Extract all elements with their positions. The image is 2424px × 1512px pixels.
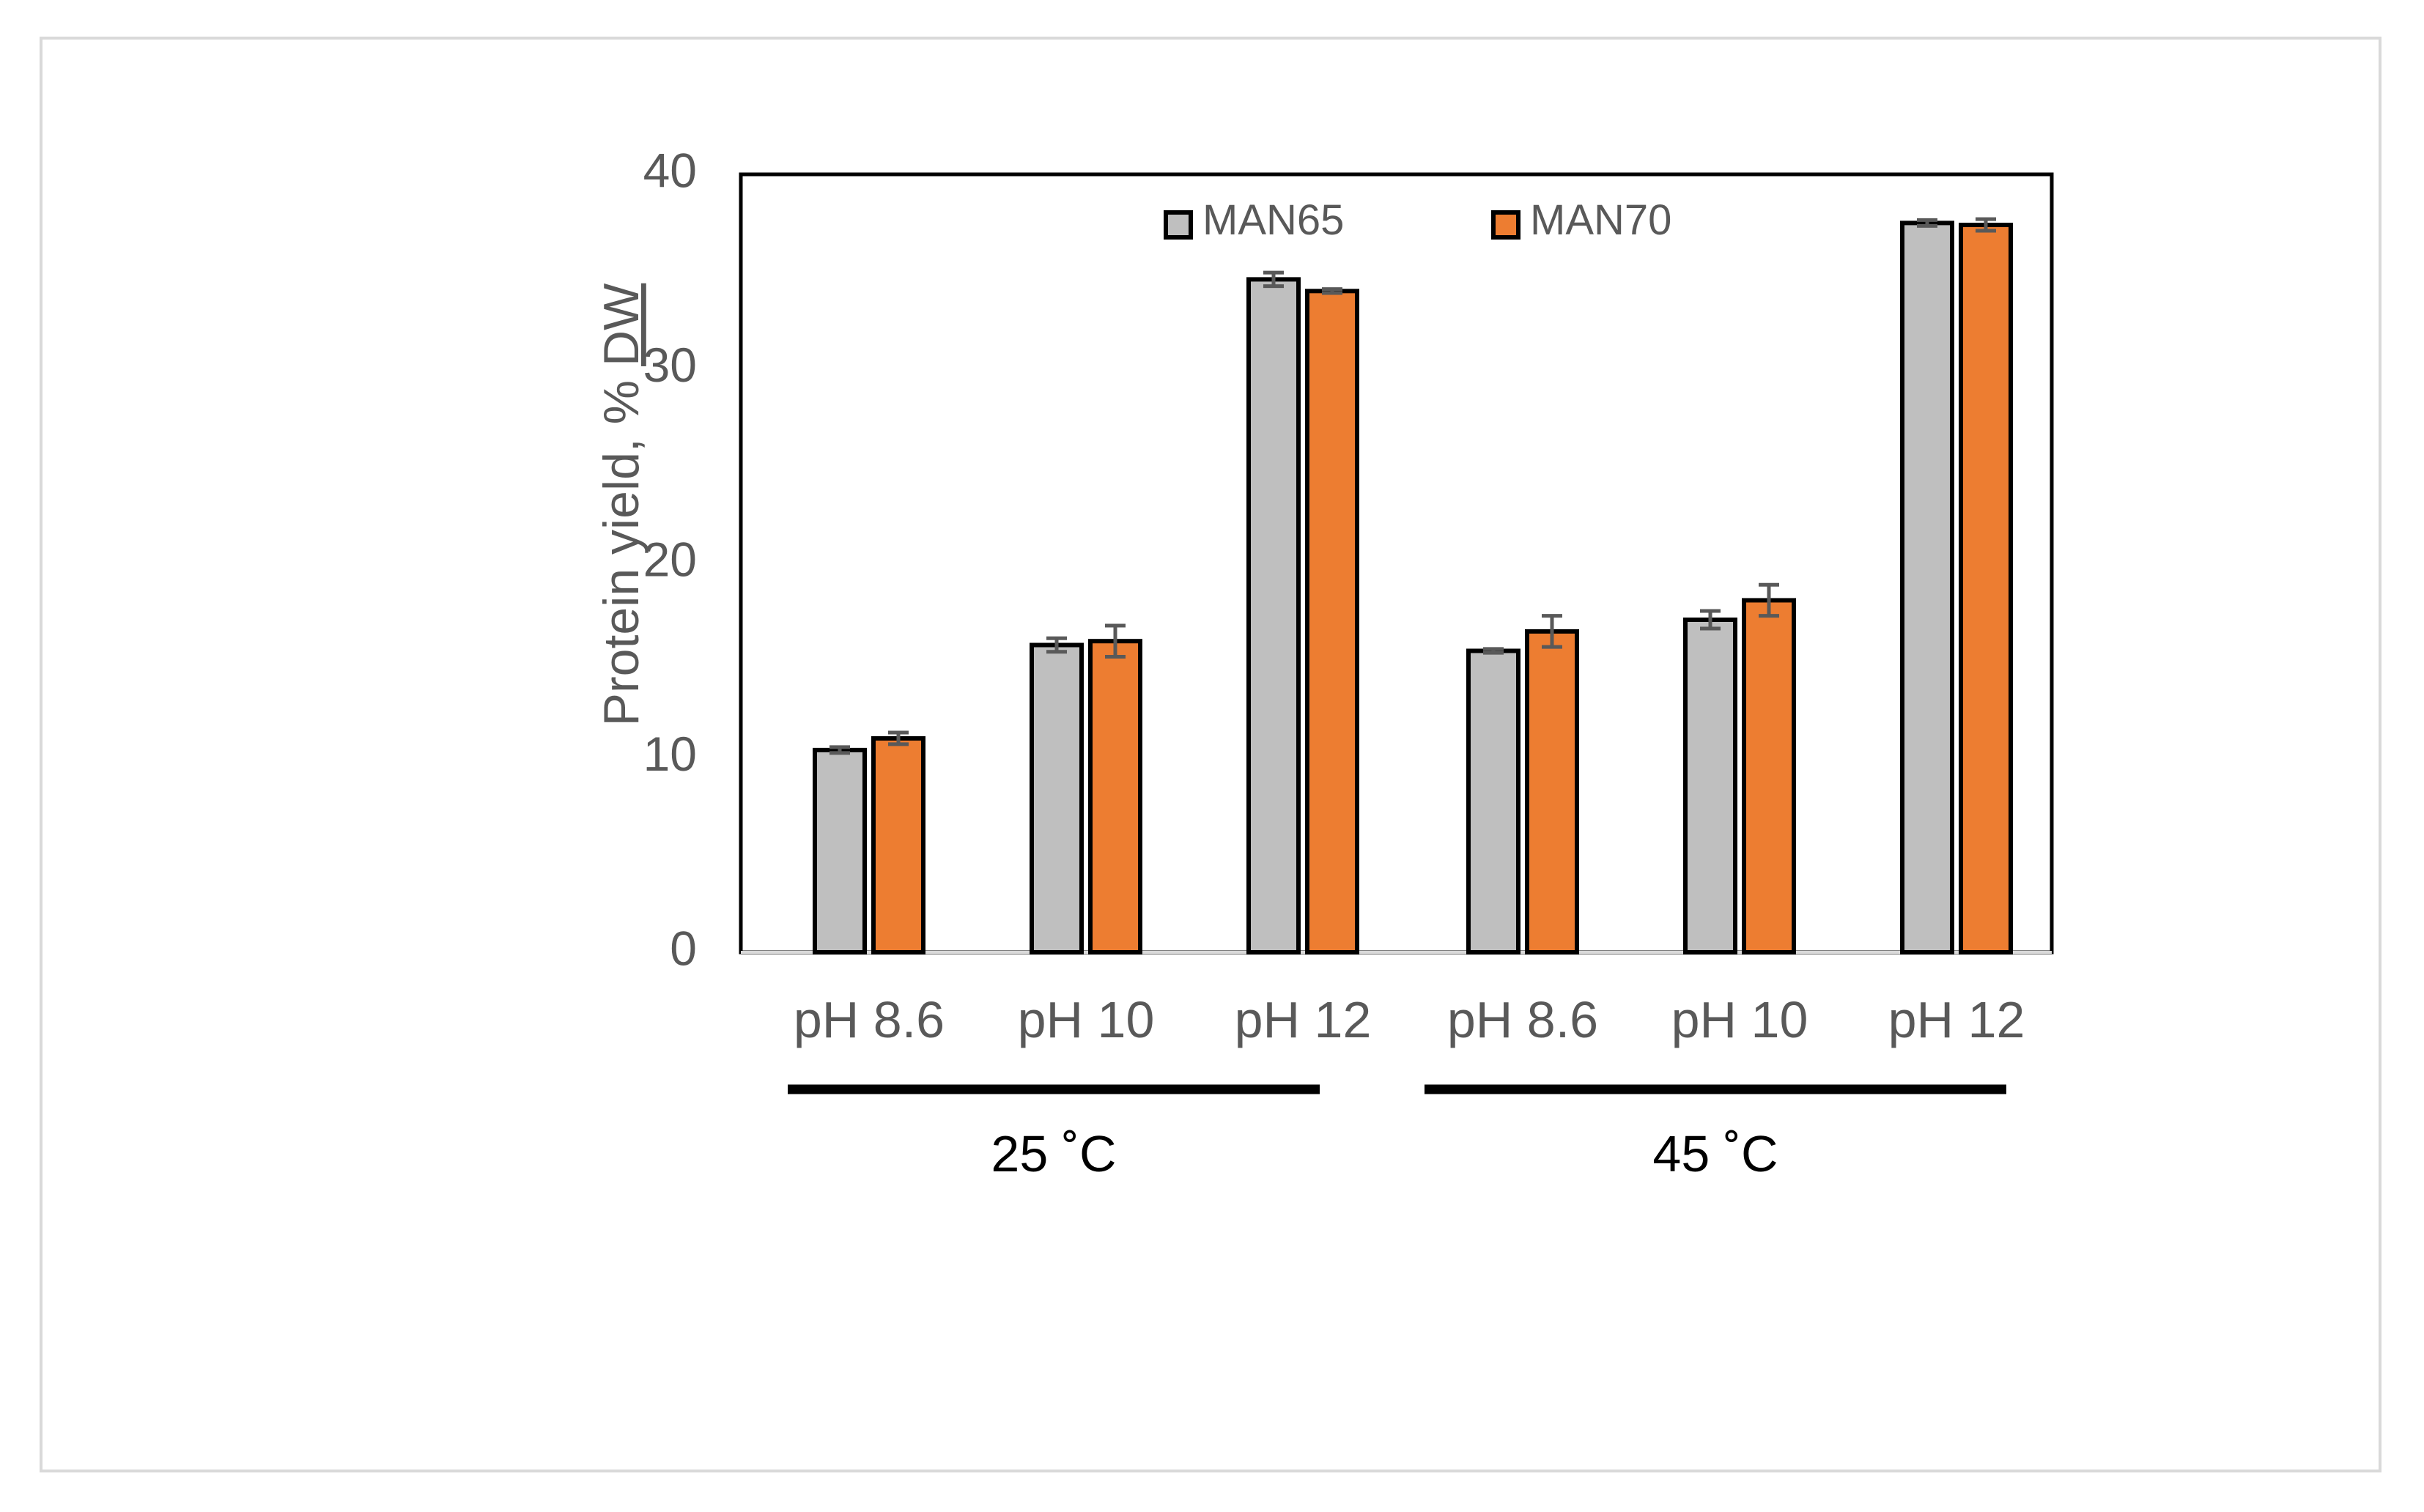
group-label: 45 ˚C	[1652, 1125, 1778, 1182]
bars-layer	[813, 220, 2013, 955]
legend-swatch-man65	[1164, 210, 1193, 240]
error-bar-man70-2	[1322, 287, 1342, 295]
bar-man65-4	[1683, 617, 1737, 955]
y-axis-label-main: Protein yield, %	[594, 366, 649, 726]
y-tick-label: 0	[670, 921, 697, 975]
x-tick-label: pH 8.6	[1447, 991, 1598, 1048]
axes-layer	[739, 172, 2054, 1094]
error-bar-man70-5	[1976, 217, 1996, 233]
legend-label-man70: MAN70	[1530, 196, 1671, 244]
x-tick-label: pH 10	[1018, 991, 1155, 1048]
bar-man70-1	[1088, 639, 1142, 955]
y-tick-label: 40	[643, 143, 697, 197]
error-bar-man65-3	[1483, 647, 1504, 655]
plot-area-border	[739, 172, 2054, 955]
error-bar-man70-3	[1542, 614, 1562, 649]
legend: MAN65 MAN70	[1164, 196, 1671, 244]
bar-man65-3	[1466, 648, 1520, 955]
x-tick-label: pH 12	[1888, 991, 2025, 1048]
y-tick-label: 20	[643, 532, 697, 586]
labels-layer: 0 10 20 30 40 pH 8.6 pH 10 pH 12 pH 8.6 pH 10 pH 1…	[643, 143, 2025, 1182]
error-bar-man70-4	[1759, 582, 1779, 618]
x-tick-label: pH 12	[1235, 991, 1372, 1048]
bar-man65-0	[813, 747, 867, 955]
error-bar-man65-4	[1700, 609, 1721, 631]
figure-frame: 0 10 20 30 40 pH 8.6 pH 10 pH 12 pH 8.6 pH 10 pH 1…	[40, 37, 2381, 1472]
y-tick-label: 30	[643, 338, 697, 392]
bar-man70-0	[871, 735, 925, 955]
y-axis-label: Protein yield, % DW	[594, 284, 649, 727]
error-bar-man65-0	[829, 745, 850, 755]
bar-man65-5	[1900, 220, 1954, 955]
bar-man70-2	[1305, 289, 1359, 955]
x-tick-label: pH 10	[1671, 991, 1808, 1048]
error-bar-man70-0	[888, 730, 909, 746]
error-bar-man65-2	[1263, 270, 1284, 289]
bar-man70-5	[1959, 223, 2013, 955]
y-tick-label: 10	[643, 727, 697, 781]
y-axis-label-underlined: DW	[594, 284, 649, 366]
bar-chart: 0 10 20 30 40 pH 8.6 pH 10 pH 12 pH 8.6 pH 10 pH 1…	[594, 143, 2054, 1182]
legend-label-man65: MAN65	[1202, 196, 1344, 244]
x-tick-label: pH 8.6	[794, 991, 945, 1048]
error-bar-man65-5	[1917, 218, 1937, 228]
group-label: 25 ˚C	[991, 1125, 1116, 1182]
bar-man70-3	[1525, 629, 1579, 955]
error-bar-man65-1	[1046, 636, 1067, 654]
bar-man65-1	[1030, 642, 1084, 955]
legend-swatch-man70	[1491, 210, 1520, 240]
error-bar-man70-1	[1105, 623, 1126, 659]
bar-man70-4	[1742, 598, 1796, 955]
error-bars-layer	[829, 217, 1996, 755]
bar-man65-2	[1246, 277, 1301, 955]
